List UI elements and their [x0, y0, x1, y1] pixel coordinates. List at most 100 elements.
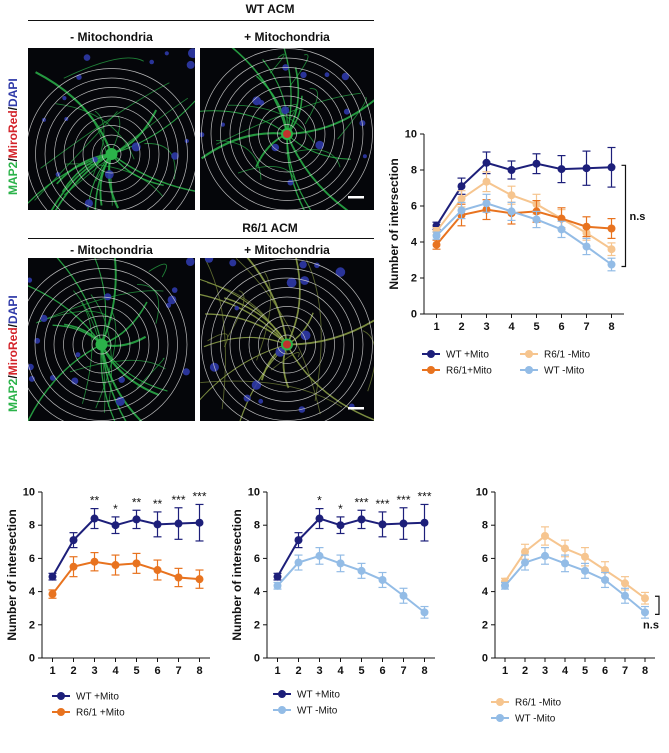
nucleus — [118, 376, 125, 383]
nucleus — [300, 71, 307, 79]
neurite — [270, 352, 300, 371]
sholl-ring — [63, 306, 140, 383]
data-point — [582, 242, 591, 251]
mito-signal — [283, 340, 291, 349]
y-tick-label: 10 — [23, 487, 35, 499]
x-tick-label: 2 — [70, 665, 76, 677]
legend-label: R6/1 -Mito — [515, 698, 562, 709]
neurite — [56, 258, 103, 345]
sholl-ring — [101, 144, 122, 164]
sholl-ring — [63, 106, 160, 202]
neurite — [337, 96, 367, 140]
data-point — [111, 561, 120, 570]
sholl-ring — [44, 87, 179, 210]
data-point — [557, 225, 566, 234]
legend-label: WT +Mito — [297, 690, 340, 701]
data-point — [521, 558, 529, 567]
data-point — [174, 519, 183, 528]
data-point — [621, 591, 629, 600]
data-point — [399, 519, 408, 528]
neurite — [207, 333, 229, 348]
legend-marker — [525, 350, 533, 358]
data-point — [48, 572, 57, 581]
neurite — [262, 59, 288, 135]
neurite — [200, 132, 288, 160]
data-point — [90, 514, 99, 523]
sholl-ring — [210, 57, 364, 210]
neurite — [111, 100, 195, 155]
significance-stars: * — [113, 502, 118, 516]
data-point — [294, 536, 303, 545]
nucleus — [28, 277, 33, 283]
sholl-ring — [201, 258, 373, 421]
neurite — [63, 57, 144, 79]
nucleus — [62, 96, 67, 101]
sholl-ring — [267, 325, 307, 364]
neurite — [216, 92, 361, 145]
wt-acm-rule — [28, 20, 374, 21]
data-point — [432, 231, 441, 240]
wt-acm-title: WT ACM — [245, 2, 295, 16]
nucleus — [229, 259, 237, 267]
data-point — [541, 531, 549, 540]
nucleus — [343, 108, 350, 115]
data-point — [111, 521, 120, 530]
x-tick-label: 8 — [196, 665, 202, 677]
nucleus — [34, 337, 41, 344]
y-axis-label: Number of intersection — [387, 158, 401, 289]
neurite — [286, 344, 374, 421]
sholl-ring — [220, 277, 354, 412]
neurite — [227, 104, 315, 144]
x-tick-label: 4 — [112, 665, 119, 677]
x-tick-label: 6 — [154, 665, 160, 677]
x-tick-label: 2 — [458, 321, 464, 333]
neurite — [100, 344, 127, 421]
neurite — [137, 284, 160, 324]
r61-acm-title: R6/1 ACM — [242, 221, 298, 235]
data-point — [521, 547, 529, 556]
data-point — [195, 518, 204, 527]
stain-label-bottom: MAP2/MiroRed/DAPI — [6, 295, 20, 412]
y-tick-label: 10 — [476, 487, 488, 499]
neurite — [92, 110, 105, 176]
micrograph-wt-plus-mito — [200, 48, 374, 210]
legend-marker — [496, 714, 504, 722]
nucleus — [324, 72, 330, 78]
mito-signal — [283, 130, 291, 138]
data-point — [357, 515, 366, 524]
nucleus — [234, 305, 240, 311]
neurite — [200, 293, 288, 345]
nucleus — [300, 330, 311, 341]
data-point — [69, 536, 78, 545]
x-tick-label: 8 — [421, 665, 427, 677]
sholl-ring — [210, 268, 364, 421]
micrograph-image — [28, 48, 195, 210]
data-point — [482, 158, 491, 167]
data-point — [399, 591, 408, 600]
x-tick-label: 2 — [295, 665, 301, 677]
neurite — [40, 82, 170, 169]
significance-stars: ** — [132, 495, 142, 509]
chart-bottom-middle: 0 2 4 6 8 10 1 2 3 4 5 6 7 8 Number of intersection * * *… — [225, 478, 445, 753]
series-line — [435, 180, 613, 251]
x-tick-label: 4 — [562, 665, 569, 677]
neurite — [288, 54, 309, 88]
sholl-ring — [201, 48, 373, 210]
x-tick-label: 1 — [274, 665, 280, 677]
data-point — [561, 559, 569, 568]
legend-marker — [57, 708, 65, 716]
data-point — [581, 552, 589, 561]
legend-label: WT -Mito — [544, 366, 585, 377]
map2-label: MAP2 — [6, 378, 20, 412]
neurite — [286, 133, 349, 210]
data-point — [581, 566, 589, 575]
data-point — [153, 520, 162, 529]
micrograph-image — [200, 258, 374, 421]
chart-main: 0 2 4 6 8 10 1 2 3 4 5 6 7 8 Number of intersection n.s… — [378, 120, 663, 390]
neurite — [55, 153, 112, 210]
wt-plus-mito-title: + Mitochondria — [244, 30, 330, 44]
x-tick-label: 5 — [533, 321, 539, 333]
significance-stars: ** — [153, 497, 163, 511]
